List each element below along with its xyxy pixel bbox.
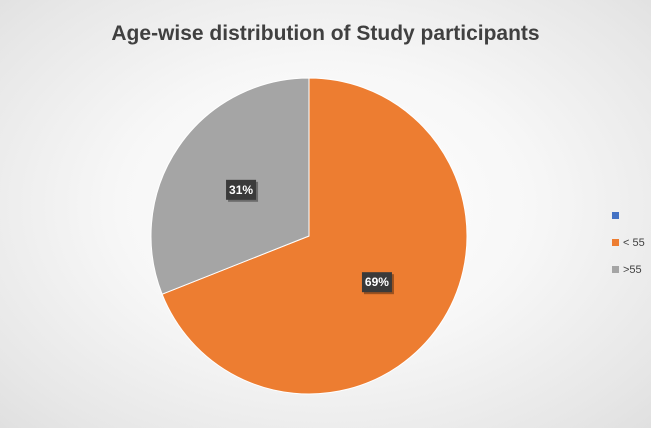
legend: < 55 >55 [612, 208, 650, 289]
data-label-text-0: 69% [365, 275, 389, 289]
data-label-box-1 [226, 179, 257, 200]
pie-data-labels: 69% 31% [226, 179, 394, 295]
data-label-0: 69% [361, 272, 394, 295]
legend-swatch-unnamed [612, 212, 619, 219]
chart-title: Age-wise distribution of Study participa… [111, 22, 540, 45]
data-label-box-0 [361, 272, 392, 293]
pie-slice-0 [161, 77, 468, 395]
pie-slices [150, 77, 468, 395]
legend-swatch-over-55 [612, 266, 619, 273]
legend-item-over-55: >55 [612, 262, 650, 277]
legend-item-unnamed [612, 208, 650, 223]
data-label-1: 31% [226, 179, 259, 202]
legend-label-under-55: < 55 [623, 236, 645, 249]
legend-swatch-under-55 [612, 239, 619, 246]
data-label-text-1: 31% [229, 183, 253, 197]
legend-item-under-55: < 55 [612, 235, 650, 250]
legend-label-over-55: >55 [623, 263, 642, 276]
